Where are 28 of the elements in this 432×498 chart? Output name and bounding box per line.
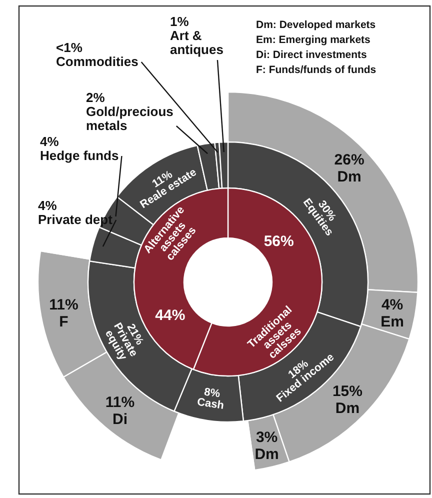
data-label: 44% [155,306,186,324]
data-label: 11% [49,296,78,314]
slice-label: Commodities [56,54,138,69]
text: Di: Direct investments [256,49,368,61]
slice-label: Em [380,313,404,330]
data-label: 2% [86,90,106,105]
data-label: 26% [334,152,364,169]
data-label: 56% [264,232,294,250]
data-label: 1% [170,14,190,29]
slice-label: Gold/precious metals [86,104,174,133]
slice-label: Hedge funds [40,148,119,163]
data-label: 11% [105,394,135,411]
slice-label: Dm [254,446,279,463]
text: F: Funds/funds of funds [256,64,376,76]
text: Em: Emerging markets [256,34,371,46]
slice-label: Art & antiques [170,28,224,57]
slice-label: Dm [335,400,360,418]
data-label: 4% [40,134,60,149]
slice-label: Dm [337,168,362,186]
data-label: 4% [38,198,58,213]
slice-label: Di [112,410,128,428]
slice-label: F [59,313,68,330]
data-label: 15% [332,383,362,400]
data-label: 3% [256,428,278,446]
text: Dm: Developed markets [256,19,376,31]
data-label: <1% [56,40,83,55]
data-label: 4% [381,296,404,314]
slice-label: Cash [196,396,225,412]
